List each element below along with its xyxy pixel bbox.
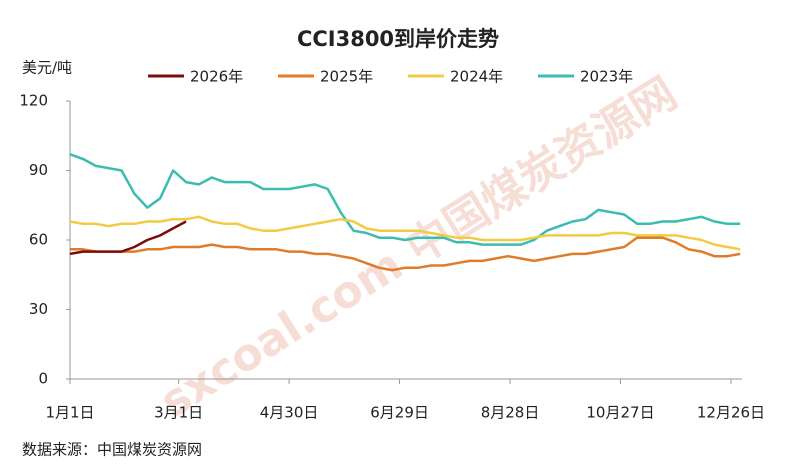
x-tick-label: 1月1日: [45, 404, 94, 422]
legend-label: 2023年: [580, 68, 633, 86]
series-line: [70, 236, 741, 272]
chart-title: CCI3800到岸价走势: [297, 27, 499, 51]
y-tick-label: 120: [19, 92, 48, 110]
y-tick-label: 60: [29, 231, 48, 249]
legend-label: 2026年: [190, 68, 243, 86]
legend-label: 2024年: [450, 68, 503, 86]
x-tick-label: 8月28日: [481, 404, 540, 422]
x-tick-label: 6月29日: [370, 404, 429, 422]
y-tick-label: 90: [29, 161, 48, 179]
x-tick-label: 3月1日: [154, 404, 203, 422]
series-line: [69, 220, 187, 256]
y-tick-label: 0: [38, 370, 48, 388]
x-tick-label: 10月27日: [586, 404, 654, 422]
y-tick-label: 30: [29, 300, 48, 318]
series-line: [69, 153, 741, 246]
source-note: 数据来源：中国煤炭资源网: [22, 441, 202, 459]
series-line: [69, 215, 741, 251]
x-tick-label: 4月30日: [260, 404, 319, 422]
x-tick-label: 12月26日: [697, 404, 765, 422]
legend-label: 2025年: [320, 68, 373, 86]
y-axis-label: 美元/吨: [22, 59, 72, 77]
